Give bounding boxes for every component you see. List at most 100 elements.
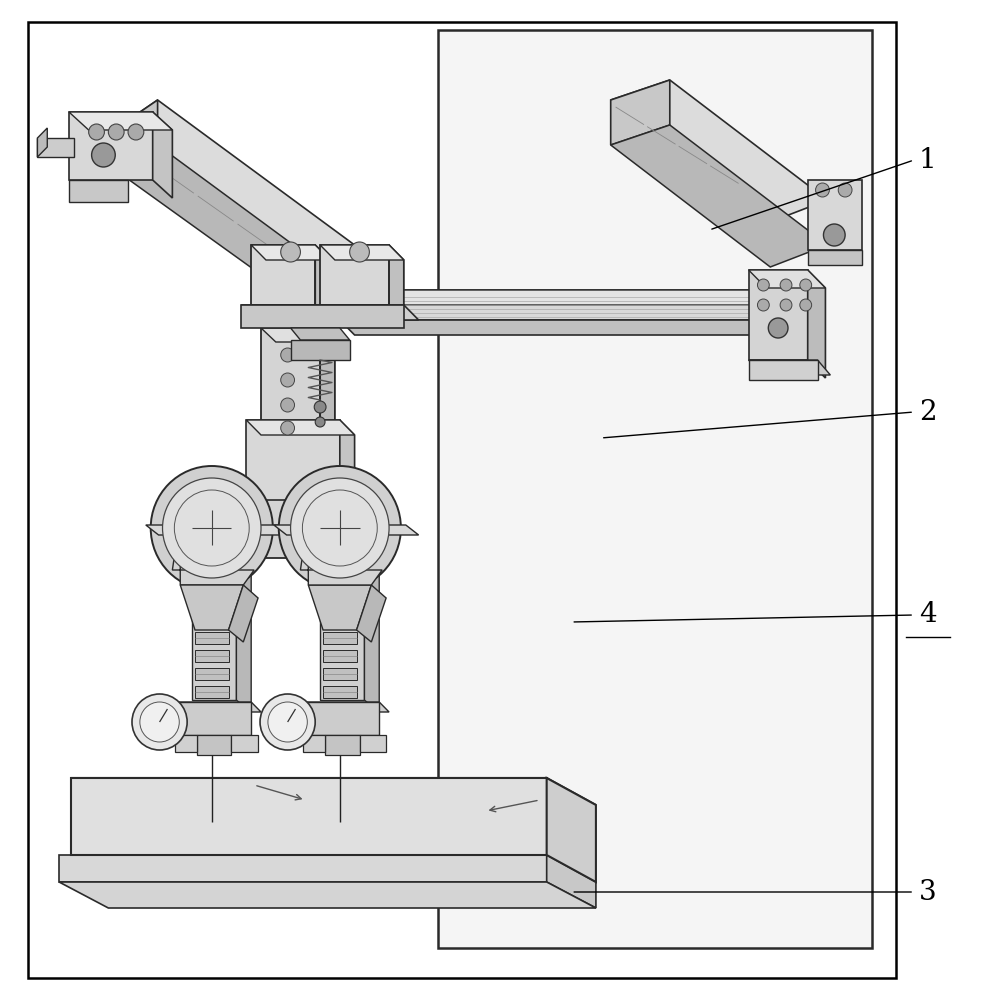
Circle shape <box>350 242 369 262</box>
Polygon shape <box>357 585 386 642</box>
Polygon shape <box>195 668 229 680</box>
Polygon shape <box>364 500 379 713</box>
Polygon shape <box>320 245 389 305</box>
Polygon shape <box>389 245 404 320</box>
Circle shape <box>291 478 389 578</box>
Polygon shape <box>291 340 350 360</box>
Polygon shape <box>37 128 47 157</box>
Polygon shape <box>749 360 830 375</box>
Circle shape <box>281 421 295 435</box>
Bar <box>28 22 896 978</box>
Polygon shape <box>195 632 229 644</box>
Polygon shape <box>340 290 798 305</box>
Polygon shape <box>251 245 330 260</box>
Polygon shape <box>197 735 231 755</box>
Circle shape <box>823 224 845 246</box>
Polygon shape <box>146 525 291 535</box>
Circle shape <box>780 279 792 291</box>
Polygon shape <box>172 538 254 585</box>
Circle shape <box>838 183 852 197</box>
Circle shape <box>757 299 769 311</box>
Polygon shape <box>177 702 261 712</box>
Polygon shape <box>749 270 808 360</box>
Circle shape <box>800 299 812 311</box>
Polygon shape <box>69 112 172 130</box>
Polygon shape <box>69 180 128 202</box>
Circle shape <box>108 124 124 140</box>
Polygon shape <box>323 632 357 644</box>
Circle shape <box>281 398 295 412</box>
Circle shape <box>89 124 104 140</box>
Polygon shape <box>305 702 379 735</box>
Circle shape <box>132 694 187 750</box>
Polygon shape <box>195 650 229 662</box>
Circle shape <box>315 417 325 427</box>
Polygon shape <box>749 360 818 380</box>
Polygon shape <box>303 735 325 752</box>
Circle shape <box>281 348 295 362</box>
Polygon shape <box>325 735 360 755</box>
Polygon shape <box>246 420 340 500</box>
Polygon shape <box>438 30 872 948</box>
Polygon shape <box>291 328 350 340</box>
Text: 2: 2 <box>919 398 937 426</box>
Circle shape <box>92 143 115 167</box>
Circle shape <box>268 702 307 742</box>
Polygon shape <box>71 778 596 805</box>
Polygon shape <box>118 145 355 315</box>
Polygon shape <box>611 80 827 222</box>
Circle shape <box>816 183 829 197</box>
Polygon shape <box>69 112 153 180</box>
Polygon shape <box>71 778 547 855</box>
Polygon shape <box>118 100 158 172</box>
Circle shape <box>314 401 326 413</box>
Polygon shape <box>320 245 404 260</box>
Polygon shape <box>241 305 419 320</box>
Circle shape <box>768 318 788 338</box>
Polygon shape <box>59 855 547 882</box>
Polygon shape <box>175 735 197 752</box>
Circle shape <box>757 279 769 291</box>
Polygon shape <box>547 855 596 908</box>
Polygon shape <box>236 500 251 713</box>
Polygon shape <box>177 702 251 735</box>
Polygon shape <box>192 500 236 700</box>
Polygon shape <box>360 735 386 752</box>
Polygon shape <box>180 585 243 630</box>
Circle shape <box>151 466 273 590</box>
Circle shape <box>140 702 179 742</box>
Polygon shape <box>241 305 404 328</box>
Circle shape <box>281 242 300 262</box>
Polygon shape <box>251 245 315 305</box>
Polygon shape <box>340 290 783 320</box>
Polygon shape <box>261 328 335 342</box>
Polygon shape <box>749 270 825 288</box>
Polygon shape <box>315 245 330 320</box>
Polygon shape <box>305 702 389 712</box>
Circle shape <box>128 124 144 140</box>
Polygon shape <box>808 250 862 265</box>
Polygon shape <box>195 686 229 698</box>
Polygon shape <box>229 585 258 642</box>
Polygon shape <box>308 585 371 630</box>
Polygon shape <box>323 650 357 662</box>
Circle shape <box>800 279 812 291</box>
Polygon shape <box>547 778 596 882</box>
Circle shape <box>163 478 261 578</box>
Polygon shape <box>611 125 827 267</box>
Polygon shape <box>808 180 862 250</box>
Polygon shape <box>118 100 355 270</box>
Polygon shape <box>153 112 172 198</box>
Polygon shape <box>320 328 335 572</box>
Circle shape <box>279 466 401 590</box>
Polygon shape <box>246 420 355 435</box>
Polygon shape <box>611 80 670 145</box>
Polygon shape <box>300 538 382 585</box>
Polygon shape <box>59 882 596 908</box>
Polygon shape <box>37 138 74 157</box>
Circle shape <box>260 694 315 750</box>
Polygon shape <box>274 525 419 535</box>
Polygon shape <box>231 735 258 752</box>
Circle shape <box>780 299 792 311</box>
Polygon shape <box>320 500 364 700</box>
